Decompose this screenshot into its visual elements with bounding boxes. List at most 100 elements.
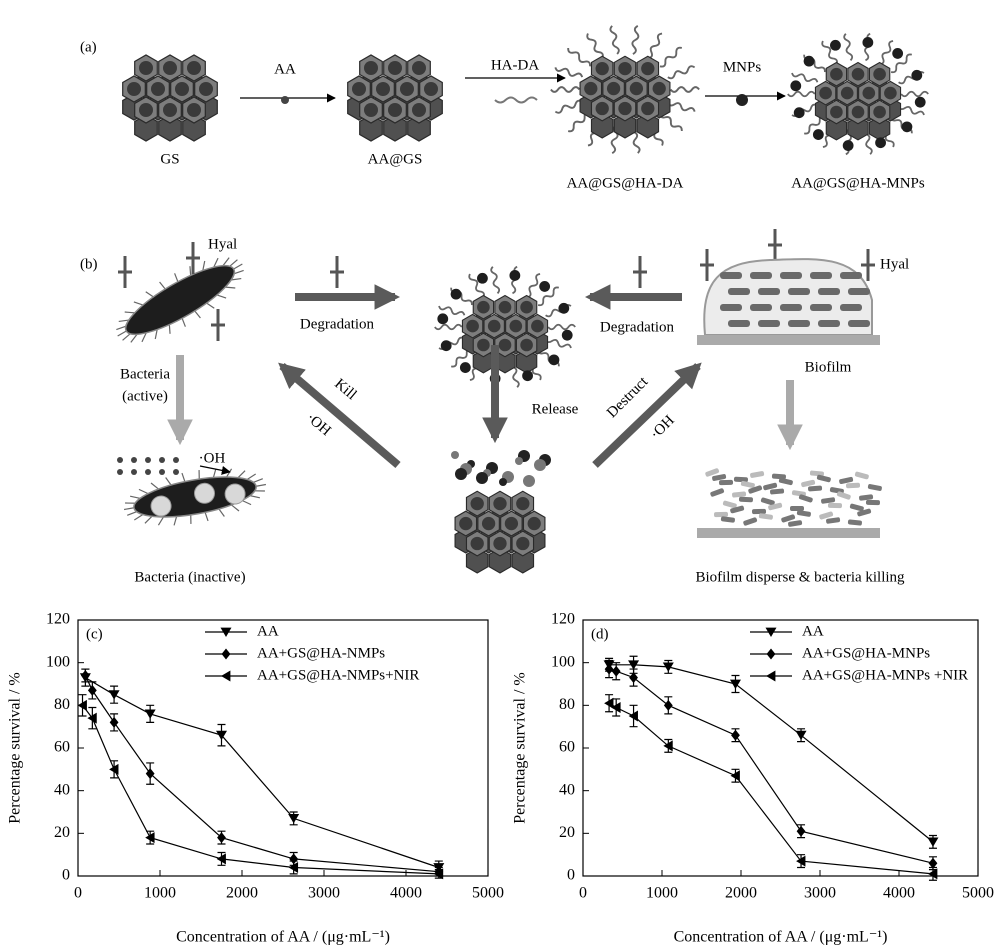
data-point bbox=[109, 763, 119, 775]
polymer-chain bbox=[468, 273, 485, 298]
data-point bbox=[731, 729, 740, 741]
gs-cluster bbox=[454, 490, 546, 574]
dispersed-cell bbox=[770, 488, 785, 495]
dispersed-cell bbox=[752, 508, 767, 515]
data-point bbox=[663, 740, 673, 752]
process-label: Degradation bbox=[300, 316, 375, 332]
pore bbox=[884, 86, 897, 100]
radical-label: ·OH bbox=[199, 450, 226, 466]
dispersed-cell bbox=[738, 496, 753, 503]
x-tick-label: 5000 bbox=[962, 885, 994, 902]
polymer-chain bbox=[554, 67, 584, 78]
polymer-chain bbox=[879, 40, 894, 66]
process-label: Release bbox=[532, 401, 579, 417]
hex-unit bbox=[613, 112, 637, 139]
biofilm-cell bbox=[848, 320, 870, 327]
y-tick-label: 20 bbox=[54, 824, 70, 841]
y-tick-label: 20 bbox=[559, 824, 575, 841]
product-label: GS bbox=[160, 151, 179, 167]
dispersed-cell bbox=[760, 497, 775, 506]
y-axis-label: Percentage survival / % bbox=[7, 672, 24, 824]
dispersed-cell bbox=[859, 494, 874, 501]
dispersed-cell bbox=[712, 474, 727, 481]
aa-dot bbox=[281, 96, 289, 104]
pore bbox=[851, 105, 865, 119]
data-point bbox=[604, 663, 614, 675]
data-point bbox=[629, 672, 638, 684]
cell-body bbox=[124, 264, 236, 336]
data-point bbox=[928, 868, 938, 880]
pore bbox=[516, 496, 530, 511]
polymer-chain bbox=[890, 53, 913, 74]
polymer-chain bbox=[554, 99, 583, 114]
x-tick-label: 2000 bbox=[725, 885, 757, 902]
biofilm-cell bbox=[818, 320, 840, 327]
polymer-chain bbox=[567, 47, 591, 67]
pore bbox=[520, 338, 533, 352]
data-point bbox=[144, 709, 156, 719]
pore bbox=[493, 496, 507, 511]
dispersed-cell bbox=[790, 506, 804, 511]
dispersed-cell bbox=[778, 477, 793, 486]
x-tick-label: 5000 bbox=[472, 885, 504, 902]
dispersed-cell bbox=[867, 484, 882, 491]
biofilm-cell bbox=[780, 272, 802, 279]
dispersed-cell bbox=[796, 510, 811, 517]
arrow bbox=[278, 362, 401, 469]
hex-unit bbox=[359, 114, 383, 142]
pore bbox=[352, 82, 366, 96]
pore bbox=[606, 81, 621, 96]
nanoparticle bbox=[539, 281, 551, 292]
polymer-chain bbox=[438, 305, 466, 316]
released-particle bbox=[451, 451, 459, 459]
biofilm-cell bbox=[728, 288, 750, 295]
hex-unit bbox=[590, 112, 614, 139]
data-point bbox=[611, 701, 621, 713]
nanoparticle bbox=[842, 140, 854, 151]
legend-label: AA+GS@HA-MNPs bbox=[802, 645, 930, 661]
dispersed-cell bbox=[847, 519, 862, 526]
y-tick-label: 80 bbox=[54, 696, 70, 713]
pore bbox=[388, 103, 402, 117]
x-tick-label: 4000 bbox=[883, 885, 915, 902]
nanoparticle bbox=[561, 329, 573, 341]
nanoparticle bbox=[914, 96, 926, 108]
polymer-chain bbox=[791, 72, 819, 83]
released-particle bbox=[499, 478, 507, 486]
hex-unit bbox=[465, 547, 489, 574]
dispersed-cell bbox=[781, 514, 796, 523]
polymer-chain bbox=[550, 86, 581, 93]
hex-unit bbox=[407, 114, 431, 142]
hex-unit bbox=[847, 115, 869, 141]
x-tick-label: 1000 bbox=[646, 885, 678, 902]
nanoparticle bbox=[558, 302, 570, 314]
state-label: Biofilm disperse & bacteria killing bbox=[695, 569, 905, 585]
product-label: AA@GS bbox=[368, 151, 423, 167]
y-tick-label: 40 bbox=[559, 781, 575, 798]
polymer-chain bbox=[659, 112, 683, 132]
legend-label: AA+GS@HA-MNPs +NIR bbox=[802, 667, 968, 683]
hyal-symbol bbox=[211, 309, 225, 341]
polymer-chain bbox=[667, 65, 696, 80]
radical-label: ·OH bbox=[648, 412, 678, 442]
nanoparticle bbox=[450, 288, 462, 300]
radical-label: ·OH bbox=[303, 410, 334, 440]
hex-unit bbox=[158, 114, 182, 142]
damage bbox=[224, 483, 246, 505]
pore bbox=[127, 82, 141, 96]
dispersed-cell bbox=[849, 503, 864, 512]
pore bbox=[477, 338, 490, 352]
reagent: HA-DA bbox=[491, 57, 539, 73]
hex-unit bbox=[182, 114, 206, 142]
polymer-chain bbox=[787, 90, 816, 98]
data-point bbox=[217, 832, 226, 844]
pore bbox=[187, 61, 201, 75]
panel-label: (a) bbox=[80, 39, 97, 55]
pore bbox=[873, 67, 886, 81]
pore bbox=[481, 516, 496, 531]
biofilm-cell bbox=[840, 272, 862, 279]
hyal-symbol bbox=[186, 242, 200, 274]
data-point bbox=[729, 679, 741, 689]
series-line bbox=[609, 664, 934, 843]
